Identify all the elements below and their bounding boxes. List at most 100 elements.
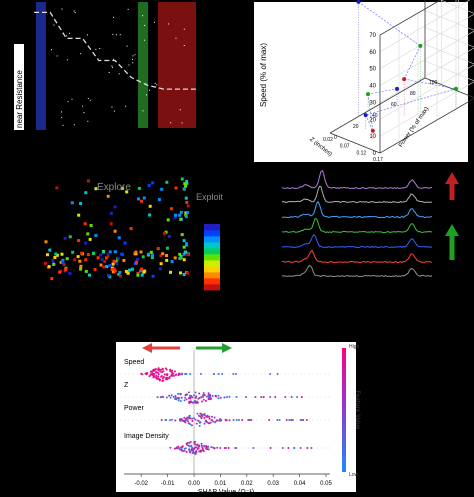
shap-dot [179, 400, 182, 402]
dot [144, 24, 146, 26]
connection [367, 88, 398, 95]
connection [358, 1, 421, 47]
point [78, 259, 82, 263]
colorbar-step [204, 224, 220, 231]
ylabel-box [14, 44, 24, 130]
shap-dot [162, 376, 165, 378]
shap-dot [299, 447, 302, 449]
shap-dot [290, 396, 293, 398]
shap-dot [269, 396, 272, 398]
resistance-line [34, 11, 196, 90]
shap-dot [216, 446, 219, 449]
point [180, 177, 184, 181]
shap-x-label: SHAP Value (Ω⁻¹) [198, 489, 254, 496]
shap-dot [164, 419, 167, 421]
shap-dot [225, 447, 228, 449]
shap-dot [187, 391, 190, 394]
point [150, 256, 154, 259]
speed-tick: 70 [369, 33, 376, 39]
point [44, 261, 47, 265]
shap-dot [223, 447, 226, 449]
point [106, 194, 110, 198]
point [50, 277, 54, 281]
dot [132, 62, 134, 64]
point [146, 252, 150, 256]
shap-dot [209, 393, 212, 396]
colorbar-high: High [349, 344, 360, 350]
point [112, 259, 116, 263]
shap-dot [207, 392, 210, 395]
point [184, 211, 188, 215]
shap-dot [160, 375, 163, 377]
point [88, 273, 91, 277]
shap-dot [217, 397, 220, 400]
shap-dot [190, 449, 193, 452]
shap-dot [168, 377, 171, 379]
shap-dot [145, 373, 148, 376]
dot [95, 48, 97, 50]
point [102, 265, 106, 269]
point [186, 253, 190, 257]
shap-dot [211, 395, 214, 397]
point [134, 261, 138, 265]
exploit-label: Exploit [196, 192, 224, 202]
shap-dot [276, 419, 279, 421]
tick-label: 0.01 [215, 481, 227, 487]
dot [62, 124, 64, 126]
shap-dot [187, 444, 190, 447]
tick-label: 0.00 [188, 481, 200, 487]
shap-x-ticks: -0.02 -0.01 0.00 0.01 0.02 0.03 0.04 0.05 [134, 474, 332, 487]
shap-dot [285, 419, 288, 421]
point [165, 254, 168, 257]
point [151, 253, 154, 257]
spectrum-line [281, 200, 432, 219]
spectra-lines [281, 169, 433, 278]
point [161, 252, 165, 256]
point [173, 216, 177, 220]
shap-dot [190, 444, 193, 447]
shap-dot [169, 419, 172, 422]
shap-dot [196, 444, 199, 447]
shap-dot [184, 396, 187, 399]
point [170, 260, 174, 263]
shap-dot [172, 374, 175, 377]
dot [142, 110, 144, 112]
shap-dot [179, 393, 182, 395]
explore-colorbar [204, 224, 220, 291]
point [106, 252, 110, 256]
point [178, 252, 182, 256]
shap-dot [169, 396, 172, 399]
colorbar-step [204, 278, 220, 285]
shap-dot [221, 373, 224, 375]
grid-line [439, 0, 474, 14]
shap-dot [173, 447, 176, 450]
3d-axes [329, 0, 474, 154]
feature-label: Z [124, 382, 129, 389]
point [128, 268, 131, 272]
dot [128, 64, 130, 66]
up-arrow-green [445, 224, 459, 260]
shap-dot [183, 416, 186, 419]
dot [170, 122, 172, 124]
point [64, 268, 68, 271]
point [89, 224, 93, 227]
point [159, 262, 163, 266]
point [76, 255, 80, 259]
point [68, 235, 72, 239]
point [182, 258, 186, 262]
dot [60, 111, 62, 113]
shap-dot [216, 419, 219, 422]
shap-dot [177, 445, 180, 448]
dot [132, 58, 134, 60]
point [113, 205, 117, 209]
speed-tick: 0 [373, 151, 377, 157]
dot [108, 72, 110, 74]
point [61, 261, 65, 265]
spectra-panel [281, 169, 459, 278]
shap-dot [197, 414, 200, 417]
marker-dots [50, 8, 185, 126]
shap-dot [213, 373, 216, 375]
shap-dot [305, 419, 308, 421]
shap-dot [191, 452, 194, 454]
